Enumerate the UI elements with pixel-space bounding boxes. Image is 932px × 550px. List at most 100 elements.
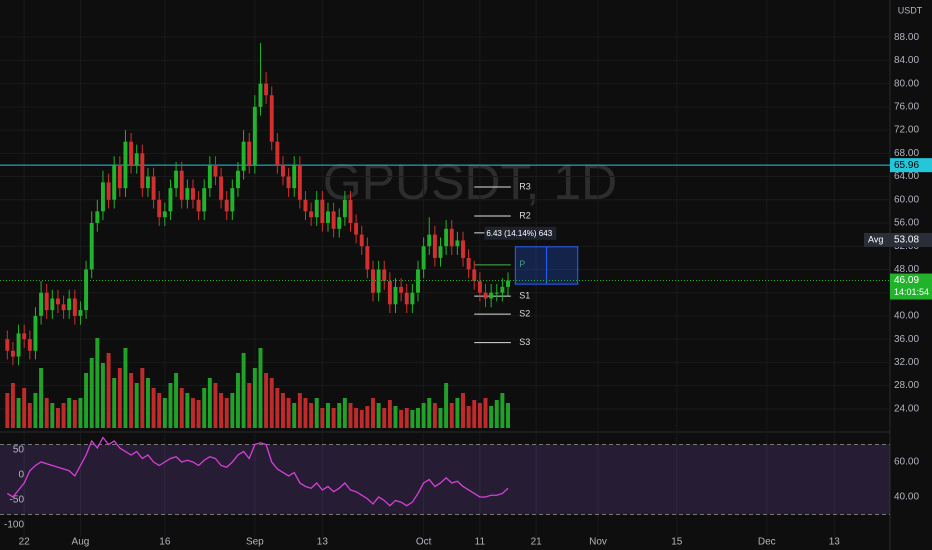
y-left-tick-label: 50 (13, 445, 25, 456)
candle-body (230, 188, 235, 212)
volume-bar (500, 393, 505, 428)
volume-bar (348, 403, 353, 428)
candle-body (432, 234, 437, 258)
candle-body (494, 292, 499, 294)
volume-bar (55, 408, 60, 428)
volume-bar (331, 408, 336, 428)
candle-body (22, 333, 27, 340)
y-tick-label: 80.00 (894, 78, 919, 89)
candle-body (44, 292, 49, 311)
volume-bar (100, 363, 105, 428)
candle-body (241, 141, 246, 171)
volume-bar (50, 403, 55, 428)
candle-body (472, 269, 477, 282)
volume-bar (506, 403, 510, 428)
volume-bar (123, 348, 128, 428)
measure-label: 6.43 (14.14%) 643 (486, 229, 552, 238)
volume-bar (438, 408, 443, 428)
candle-body (89, 223, 94, 270)
candle-body (129, 141, 134, 165)
volume-bar (16, 398, 21, 428)
y-tick-label: 40.00 (894, 311, 919, 322)
volume-bar (387, 400, 392, 428)
candle-body (55, 298, 60, 305)
volume-bar (207, 378, 212, 428)
volume-bar (230, 393, 235, 428)
candle-body (331, 211, 336, 229)
candle-body (264, 83, 269, 96)
volume-bar (151, 388, 156, 428)
pivot-label: R2 (519, 210, 531, 220)
candle-body (134, 153, 139, 165)
volume-bar (466, 406, 471, 428)
volume-bar (264, 373, 269, 428)
volume-bar (472, 400, 477, 428)
y-tick-label: 72.00 (894, 125, 919, 136)
volume-bar (281, 393, 285, 428)
candle-body (326, 211, 330, 224)
volume-bar (39, 368, 44, 428)
candle-body (61, 304, 66, 311)
volume-bar (269, 378, 274, 428)
candle-body (162, 211, 167, 218)
volume-bar (477, 403, 482, 428)
pivot-label: R3 (519, 181, 531, 191)
candle-body (376, 269, 381, 293)
avg-price-tag (890, 232, 932, 247)
candle-body (359, 234, 364, 247)
candle-body (179, 170, 184, 200)
volume-bar (354, 408, 359, 428)
candle-body (399, 286, 404, 293)
volume-bar (95, 338, 100, 428)
volume-bar (117, 368, 122, 428)
volume-bar (162, 398, 167, 428)
candle-body (72, 298, 77, 316)
candle-body (416, 269, 420, 293)
candle-body (236, 170, 240, 189)
candle-body (303, 199, 308, 212)
volume-bar (190, 398, 195, 428)
y-tick-label: 48.00 (894, 264, 919, 275)
volume-bar (416, 408, 420, 428)
candle-body (337, 217, 342, 229)
y-tick-label: 84.00 (894, 55, 919, 66)
volume-bar (134, 383, 139, 428)
volume-bar (382, 408, 387, 428)
candle-body (27, 339, 32, 351)
volume-bar (326, 403, 330, 428)
candle-body (117, 164, 122, 189)
candle-body (275, 141, 280, 165)
volume-bar (292, 403, 297, 428)
y-tick-label: 36.00 (894, 334, 919, 345)
volume-bar (22, 388, 27, 428)
candle-body (168, 188, 173, 212)
volume-bar (444, 383, 449, 428)
volume-bar (365, 406, 370, 428)
candle-body (140, 153, 145, 189)
volume-bar (185, 393, 190, 428)
volume-bar (33, 393, 38, 428)
volume-bar (44, 398, 49, 428)
candle-body (292, 164, 297, 189)
volume-bar (461, 393, 465, 428)
volume-bar (303, 398, 308, 428)
candle-body (489, 292, 494, 299)
candle-body (314, 199, 319, 218)
volume-bar (252, 368, 257, 428)
currency: USDT (898, 5, 923, 15)
volume-bar (5, 393, 10, 428)
candle-body (50, 298, 55, 311)
y-tick-label: 24.00 (894, 403, 919, 414)
candle-body (5, 339, 10, 351)
x-tick-label: Nov (589, 537, 607, 548)
candle-body (258, 83, 263, 107)
volume-bar (112, 378, 117, 428)
volume-bar (236, 373, 240, 428)
volume-bar (286, 398, 291, 428)
measure-label-bg (484, 226, 557, 240)
x-tick-label: Dec (758, 537, 776, 548)
candle-body (252, 106, 257, 165)
volume-bar (202, 388, 207, 428)
x-tick-label: 15 (671, 537, 683, 548)
